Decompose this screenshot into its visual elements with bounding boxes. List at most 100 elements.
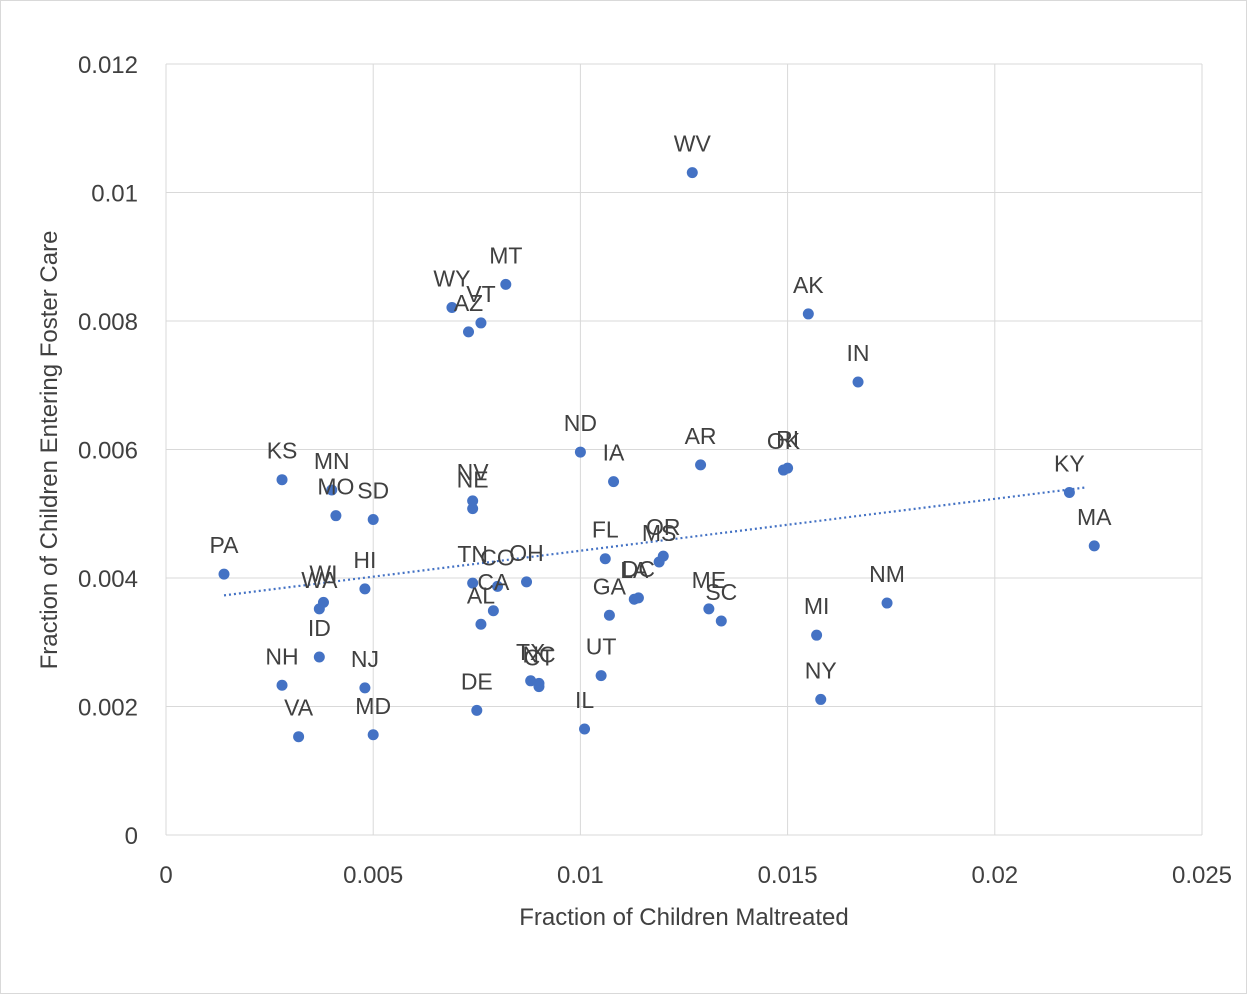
data-point-sc [715, 615, 727, 627]
point-label-wi: WI [309, 560, 337, 586]
point-label-nc: NC [522, 641, 555, 667]
point-label-ny: NY [805, 657, 837, 683]
point-label-ks: KS [267, 438, 298, 464]
point-label-la: LA [620, 557, 649, 583]
point-label-wv: WV [674, 131, 712, 157]
data-point-ma [1088, 540, 1100, 552]
point-label-or: OR [646, 514, 681, 540]
y-tick-label: 0.01 [91, 181, 138, 208]
data-point-mo [330, 510, 342, 522]
point-label-mo: MO [317, 474, 354, 500]
data-point-nh [276, 679, 288, 691]
data-point-tx [525, 675, 537, 687]
point-label-fl: FL [592, 517, 619, 543]
y-axis-ticks: 0 0.002 0.004 0.006 0.008 0.01 0.012 [78, 52, 138, 850]
point-label-id: ID [308, 615, 331, 641]
point-label-ri: RI [776, 426, 799, 452]
point-label-il: IL [575, 687, 594, 713]
data-point-ct [533, 681, 545, 693]
point-label-ky: KY [1054, 451, 1085, 477]
data-point-ny [815, 693, 827, 705]
point-label-ga: GA [593, 573, 627, 599]
data-point-ga [603, 609, 615, 621]
y-tick-label: 0.008 [78, 309, 138, 336]
point-label-oh: OH [509, 540, 544, 566]
point-label-hi: HI [353, 547, 376, 573]
point-label-ia: IA [603, 440, 625, 466]
data-point-wy [446, 302, 458, 314]
point-label-ar: AR [685, 423, 717, 449]
data-point-ri [782, 462, 794, 474]
data-point-ar [695, 459, 707, 471]
data-point-id [313, 651, 325, 663]
data-point-al [475, 618, 487, 630]
point-label-wa: WA [301, 567, 338, 593]
x-tick-label: 0.005 [343, 862, 403, 889]
point-label-wy: WY [433, 266, 470, 292]
point-label-ma: MA [1077, 504, 1112, 530]
point-label-in: IN [847, 340, 870, 366]
point-label-nh: NH [265, 643, 298, 669]
point-label-md: MD [355, 693, 391, 719]
data-point-mi [811, 629, 823, 641]
data-point-ky [1063, 487, 1075, 499]
x-tick-label: 0.01 [557, 862, 604, 889]
point-label-sc: SC [705, 579, 737, 605]
point-label-ms: MS [642, 520, 677, 546]
data-point-ks [276, 474, 288, 486]
point-label-dc: DC [622, 556, 655, 582]
x-tick-label: 0.025 [1172, 862, 1232, 889]
data-point-ia [608, 476, 620, 488]
data-point-fl [599, 553, 611, 565]
data-point-ne [467, 503, 479, 515]
point-label-ca: CA [477, 569, 510, 595]
point-label-co: CO [480, 544, 515, 570]
point-label-tn: TN [457, 541, 488, 567]
x-axis-ticks: 0 0.005 0.01 0.015 0.02 0.025 [159, 862, 1232, 889]
data-point-mt [500, 278, 512, 290]
data-point-nv [467, 495, 479, 507]
y-axis-title: Fraction of Children Entering Foster Car… [36, 231, 63, 670]
data-point-ak [802, 308, 814, 320]
data-point-ut [595, 670, 607, 682]
point-label-ut: UT [586, 634, 617, 660]
data-point-co [492, 580, 504, 592]
data-point-nd [574, 446, 586, 458]
data-point-wa [313, 603, 325, 615]
data-point-az [463, 326, 475, 338]
point-label-al: AL [467, 582, 495, 608]
data-point-nj [359, 682, 371, 694]
point-label-nj: NJ [351, 646, 379, 672]
data-point-pa [218, 568, 230, 580]
data-point-il [579, 723, 591, 735]
point-label-nv: NV [457, 459, 490, 485]
point-label-tx: TX [516, 639, 545, 665]
data-point-de [471, 704, 483, 716]
data-point-ca [487, 605, 499, 617]
point-label-ak: AK [793, 272, 824, 298]
y-tick-label: 0.004 [78, 566, 138, 593]
x-tick-label: 0 [159, 862, 172, 889]
data-point-in [852, 376, 864, 388]
y-tick-label: 0.012 [78, 52, 138, 79]
data-point-dc [632, 592, 644, 604]
y-tick-label: 0 [125, 823, 138, 850]
data-point-me [703, 603, 715, 615]
point-label-az: AZ [454, 290, 483, 316]
point-label-ne: NE [457, 467, 489, 493]
point-label-ct: CT [524, 645, 555, 671]
point-label-ok: OK [767, 428, 801, 454]
data-point-sd [367, 514, 379, 526]
point-label-mn: MN [314, 448, 350, 474]
data-point-wv [686, 167, 698, 179]
y-tick-label: 0.002 [78, 695, 138, 722]
data-point-tn [467, 577, 479, 589]
data-point-vt [475, 317, 487, 329]
point-label-vt: VT [466, 281, 495, 307]
data-point-oh [521, 576, 533, 588]
data-point-va [293, 731, 305, 743]
point-label-mt: MT [489, 242, 522, 268]
